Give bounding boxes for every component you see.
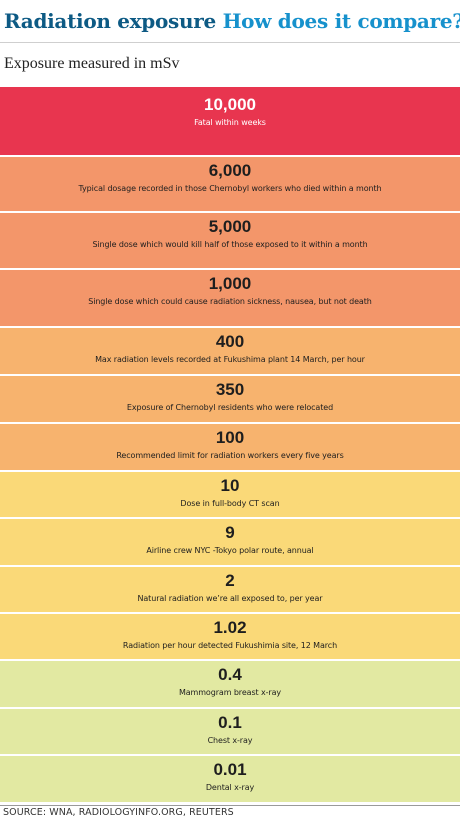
exposure-description: Fatal within weeks	[194, 118, 266, 127]
exposure-description: Single dose which could cause radiation …	[88, 297, 372, 306]
exposure-value: 1.02	[213, 618, 247, 637]
exposure-description: Radiation per hour detected Fukushimia s…	[122, 641, 338, 650]
chart-subtitle: Exposure measured in mSv	[4, 55, 180, 72]
exposure-description: Exposure of Chernobyl residents who were…	[126, 403, 334, 412]
exposure-value: 400	[215, 332, 245, 351]
exposure-description: Single dose which would kill half of tho…	[92, 240, 368, 249]
exposure-value: 0.01	[213, 760, 247, 779]
exposure-row: 350 Exposure of Chernobyl residents who w…	[0, 374, 460, 422]
exposure-value: 350	[215, 380, 245, 399]
exposure-row: 0.01 Dental x-ray	[0, 754, 460, 802]
exposure-description: Chest x-ray	[207, 736, 253, 745]
title-main: Radiation exposure	[4, 9, 216, 33]
exposure-description: Mammogram breast x-ray	[178, 688, 282, 697]
exposure-description: Max radiation levels recorded at Fukushi…	[95, 355, 365, 364]
title-question: How does it compare?	[222, 9, 460, 33]
exposure-description: Recommended limit for radiation workers …	[116, 451, 344, 460]
exposure-value: 0.1	[218, 713, 242, 732]
exposure-row: 400 Max radiation levels recorded at Fuku…	[0, 326, 460, 374]
exposure-row: 9 Airline crew NYC -Tokyo polar route, an…	[0, 517, 460, 565]
exposure-value: 9	[225, 523, 235, 542]
exposure-value: 6,000	[208, 161, 252, 180]
source-note: SOURCE: WNA, RADIOLOGYINFO.ORG, REUTERS	[3, 807, 234, 818]
exposure-value: 5,000	[208, 217, 252, 236]
exposure-description: Natural radiation we’re all exposed to, …	[137, 594, 323, 603]
exposure-value: 0.4	[218, 665, 242, 684]
exposure-row: 6,000 Typical dosage recorded in those Ch…	[0, 155, 460, 211]
exposure-value: 100	[215, 428, 245, 447]
exposure-row: 10 Dose in full-body CT scan	[0, 470, 460, 517]
exposure-row: 100 Recommended limit for radiation worke…	[0, 422, 460, 470]
exposure-value: 1,000	[208, 274, 252, 293]
exposure-row: 5,000 Single dose which would kill half o…	[0, 211, 460, 268]
exposure-value: 10,000	[204, 95, 256, 114]
exposure-row: 0.1 Chest x-ray	[0, 707, 460, 754]
exposure-row: 1,000 Single dose which could cause radia…	[0, 268, 460, 326]
exposure-description: Typical dosage recorded in those Chernob…	[78, 184, 382, 193]
exposure-row: 2 Natural radiation we’re all exposed to,…	[0, 565, 460, 612]
exposure-row: 1.02 Radiation per hour detected Fukushim…	[0, 612, 460, 659]
exposure-row: 0.4 Mammogram breast x-ray	[0, 659, 460, 707]
title-divider	[0, 42, 460, 43]
exposure-value: 2	[225, 571, 235, 590]
source-divider	[0, 805, 460, 806]
exposure-row: 10,000 Fatal within weeks	[0, 87, 460, 155]
chart-title: Radiation exposure How does it compare?	[4, 4, 460, 38]
exposure-description: Dose in full-body CT scan	[180, 499, 280, 508]
exposure-value: 10	[220, 476, 240, 495]
exposure-description: Dental x-ray	[205, 783, 255, 792]
exposure-description: Airline crew NYC -Tokyo polar route, ann…	[146, 546, 314, 555]
